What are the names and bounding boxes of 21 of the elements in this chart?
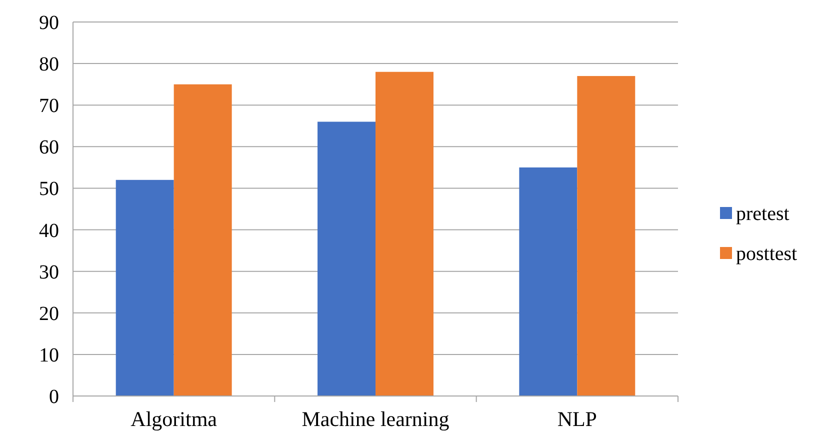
y-tick-label: 10: [39, 344, 59, 366]
x-tick-label: Machine learning: [302, 407, 450, 431]
y-tick-label: 20: [39, 302, 59, 325]
y-tick-label: 70: [39, 95, 59, 118]
x-tick-label: NLP: [557, 407, 598, 431]
y-tick-label: 40: [39, 220, 59, 242]
y-tick-label: 0: [49, 386, 59, 408]
y-tick-label: 60: [39, 136, 59, 159]
y-tick-label: 30: [39, 261, 59, 284]
legend-label: pretest: [736, 203, 790, 225]
bar: [116, 180, 174, 396]
legend-label: posttest: [736, 243, 798, 265]
bar: [519, 167, 578, 396]
bar: [376, 72, 434, 396]
bar: [174, 84, 232, 396]
y-tick-label: 90: [39, 12, 59, 34]
bar: [318, 122, 376, 396]
bar: [577, 76, 636, 396]
y-tick-label: 80: [39, 54, 59, 76]
x-tick-label: Algoritma: [130, 407, 218, 431]
y-tick-label: 50: [39, 178, 59, 200]
